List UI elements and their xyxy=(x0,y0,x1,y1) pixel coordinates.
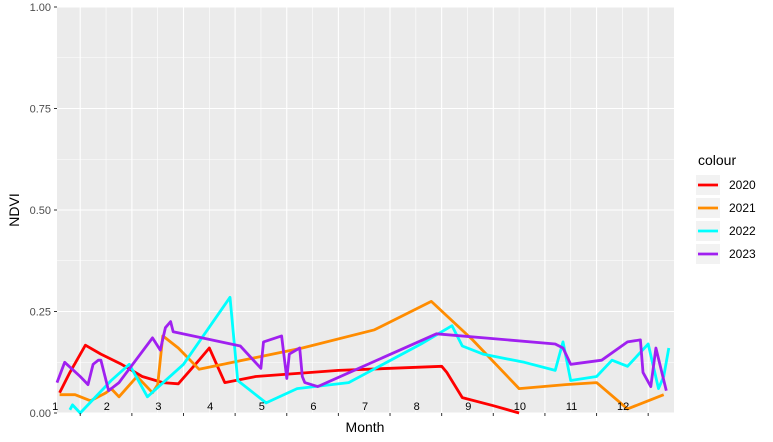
y-tick-labels: 0.00 0.25 0.50 0.75 1.00 xyxy=(30,2,51,420)
series-line-2022 xyxy=(68,295,671,415)
x-tick-label: 9 xyxy=(465,401,471,413)
y-tick-label: 0.00 xyxy=(30,408,51,420)
x-tick-label: 8 xyxy=(414,401,420,413)
x-axis-title: Month xyxy=(346,419,385,435)
x-tick-label: 2 xyxy=(104,401,110,413)
x-tick-labels: 1 2 3 4 5 6 7 8 9 10 11 12 xyxy=(52,401,629,413)
y-axis-title: NDVI xyxy=(6,193,22,226)
legend-label-2021: 2021 xyxy=(729,201,756,215)
x-tick-label: 1 xyxy=(52,401,58,413)
x-tick-label: 6 xyxy=(310,401,316,413)
legend-label-2022: 2022 xyxy=(729,224,756,238)
x-tick-label: 5 xyxy=(259,401,265,413)
x-tick-label: 3 xyxy=(155,401,161,413)
series-line-2023 xyxy=(55,320,668,393)
x-tick-label: 12 xyxy=(617,401,629,413)
legend-title: colour xyxy=(698,152,736,168)
y-tick-label: 1.00 xyxy=(30,2,51,14)
y-tick-label: 0.25 xyxy=(30,307,51,319)
series-lines xyxy=(55,295,671,415)
series-line-2020 xyxy=(58,343,520,415)
legend-label-2023: 2023 xyxy=(729,247,756,261)
y-tick-marks xyxy=(54,6,57,414)
major-gridlines xyxy=(57,6,674,414)
x-tick-label: 7 xyxy=(362,401,368,413)
legend-label-2020: 2020 xyxy=(729,178,756,192)
x-tick-label: 4 xyxy=(207,401,213,413)
x-tick-label: 10 xyxy=(514,401,526,413)
y-tick-label: 0.75 xyxy=(30,104,51,116)
legend: colour 2020 2021 2022 2023 xyxy=(696,152,756,264)
x-tick-label: 11 xyxy=(566,401,577,413)
x-tick-marks xyxy=(79,413,649,416)
y-tick-label: 0.50 xyxy=(30,205,51,217)
